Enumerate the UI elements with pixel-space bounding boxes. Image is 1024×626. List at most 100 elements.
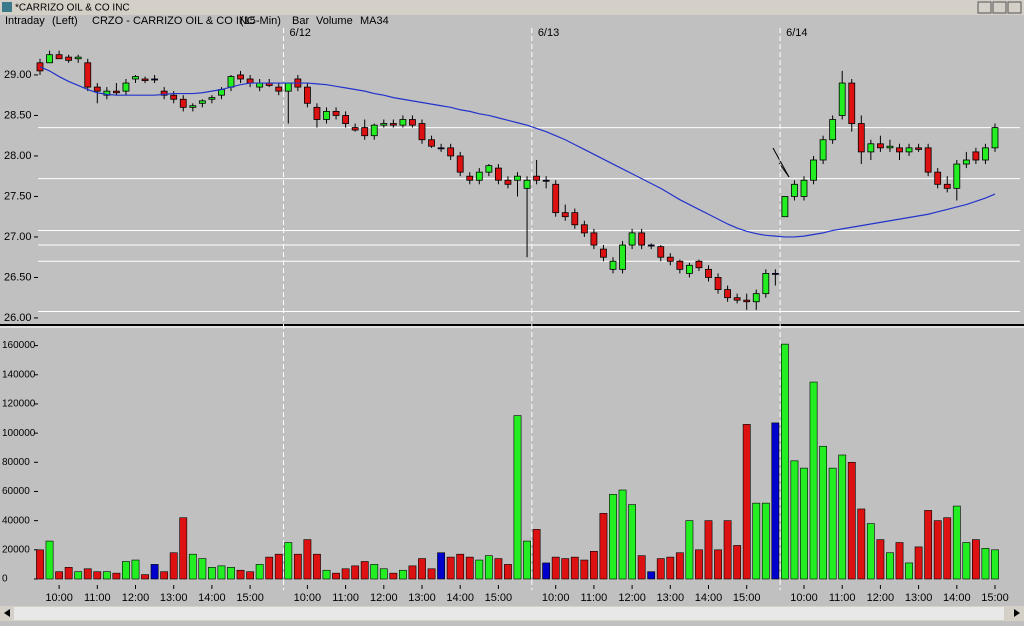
- candle-body: [924, 147, 932, 173]
- volume-bar: [332, 572, 340, 580]
- y-tick-label: 26.50: [4, 271, 32, 283]
- volume-bar: [513, 415, 522, 580]
- annotation-arrow: [772, 147, 790, 178]
- volume-bar: [303, 539, 312, 580]
- ma-line: [39, 66, 996, 238]
- volume-bar: [771, 422, 780, 580]
- x-tick-label: 13:00: [905, 592, 933, 604]
- candle-body: [103, 90, 111, 96]
- candle-body: [791, 183, 798, 197]
- candle-body: [494, 167, 502, 181]
- interval-label: (15-Min): [240, 15, 281, 27]
- volume-bar: [360, 561, 369, 580]
- candle-body: [686, 264, 693, 274]
- candle-body: [542, 179, 550, 182]
- candle-body: [915, 147, 922, 150]
- volume-bar: [742, 424, 751, 580]
- volume-bar: [914, 546, 923, 580]
- volume-bar: [131, 559, 140, 580]
- candle-body: [714, 277, 722, 290]
- candle-body: [886, 145, 894, 149]
- volume-bar: [695, 549, 703, 580]
- date-label: 6/14: [786, 27, 807, 39]
- volume-bar: [150, 564, 159, 580]
- candle-body: [580, 224, 588, 234]
- candle-body: [771, 272, 779, 275]
- volume-bar: [322, 569, 331, 580]
- volume-bar: [141, 574, 149, 580]
- scroll-left[interactable]: [4, 609, 10, 617]
- candle-body: [571, 212, 579, 226]
- candle-body: [246, 78, 254, 84]
- volume-bar: [504, 564, 512, 580]
- x-tick-label: 15:00: [236, 592, 264, 604]
- candle-body: [666, 256, 674, 262]
- y-tick-label: 26.00: [4, 312, 32, 324]
- volume-bar: [780, 343, 789, 580]
- candle-body: [867, 143, 875, 153]
- maximize-button[interactable]: [992, 1, 1007, 14]
- volume-bar: [93, 571, 102, 580]
- minimize-button[interactable]: [977, 1, 992, 14]
- volume-bar: [685, 520, 694, 580]
- chart-area: [0, 15, 1024, 606]
- candle-body: [189, 105, 197, 108]
- volume-bar: [790, 460, 799, 580]
- volume-bar: [828, 467, 837, 580]
- window-buttons[interactable]: [977, 1, 1022, 14]
- candle-body: [676, 260, 684, 270]
- y2-tick-label: 100000: [2, 428, 36, 439]
- candle-body: [810, 159, 817, 181]
- candle-body: [370, 124, 378, 137]
- volume-bar: [112, 572, 121, 580]
- volume-bar: [494, 558, 503, 580]
- y-tick-label: 27.00: [4, 231, 32, 243]
- x-tick-label: 11:00: [84, 592, 111, 604]
- close-button[interactable]: [1007, 1, 1022, 14]
- candle-body: [361, 127, 369, 137]
- candle-body: [647, 244, 655, 247]
- volume-bar: [886, 552, 894, 580]
- volume-bar: [45, 540, 54, 580]
- volume-bar: [589, 550, 598, 580]
- volume-bar: [838, 454, 847, 580]
- x-tick-label: 14:00: [446, 592, 474, 604]
- volume-bar: [609, 494, 617, 580]
- candle-body: [819, 139, 827, 161]
- candle-body: [227, 76, 235, 88]
- volume-bar: [542, 562, 551, 580]
- volume-bar: [160, 571, 169, 580]
- y2-tick-label: 120000: [2, 399, 36, 410]
- title-bar: [0, 0, 1024, 15]
- candle-body: [275, 86, 283, 92]
- volume-bar: [723, 520, 732, 580]
- candle-body: [389, 123, 397, 126]
- volume-bar: [971, 539, 980, 580]
- annotation-arrow-head: [778, 162, 790, 178]
- style-label: Bar: [292, 15, 309, 27]
- candle-body: [724, 289, 731, 299]
- candle-body: [514, 175, 521, 181]
- candle-body: [475, 171, 483, 181]
- candle-body: [303, 86, 311, 104]
- candle-body: [55, 54, 63, 60]
- volume-bar: [188, 553, 197, 580]
- volume-bar: [761, 502, 770, 580]
- volume-bar: [74, 571, 83, 580]
- volume-bar: [714, 549, 722, 580]
- candle-body: [877, 143, 884, 149]
- scroll-right[interactable]: [1014, 609, 1020, 617]
- volume-bar: [733, 545, 742, 580]
- scrollbar-track[interactable]: [14, 607, 1004, 620]
- candle-body: [437, 147, 445, 150]
- volume-bar: [580, 559, 589, 580]
- candle-body: [743, 299, 751, 303]
- volume-bar: [370, 564, 379, 580]
- chart-title: CRZO - CARRIZO OIL & CO INC: [92, 15, 255, 27]
- volume-bar: [656, 558, 665, 580]
- candle-body: [962, 159, 970, 165]
- volume-bar: [943, 517, 952, 580]
- y-tick-label: 28.50: [4, 109, 32, 121]
- candle-body: [198, 100, 206, 104]
